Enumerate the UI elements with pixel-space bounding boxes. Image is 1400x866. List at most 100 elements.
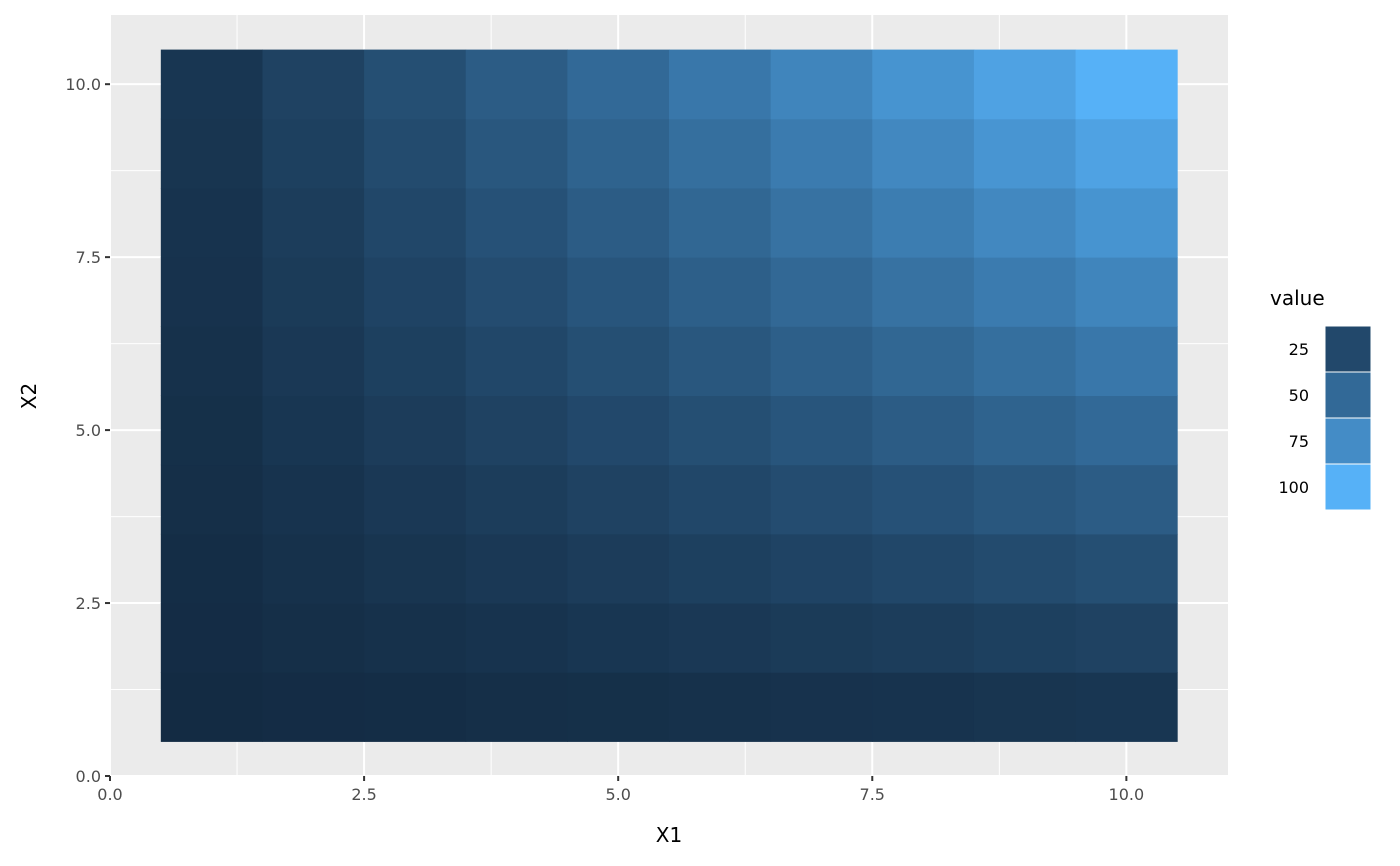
heatmap-tile <box>160 187 263 258</box>
heatmap-tile <box>160 464 263 535</box>
heatmap-tile <box>364 395 467 466</box>
heatmap-tile <box>364 603 467 673</box>
heatmap-tile <box>567 118 670 189</box>
heatmap-tile <box>669 533 772 604</box>
heatmap-tile <box>465 118 568 189</box>
legend-key <box>1324 463 1372 511</box>
heatmap-tile <box>364 533 467 604</box>
heatmap-tile <box>973 672 1077 742</box>
heatmap-tile <box>770 464 873 535</box>
heatmap-tile <box>567 187 670 258</box>
heatmap-tile <box>973 464 1077 535</box>
legend: value 25 50 75 100 <box>1270 286 1372 511</box>
heatmap-tile <box>262 395 365 466</box>
y-tick-label: 7.5 <box>76 248 101 267</box>
heatmap-tile <box>770 603 873 673</box>
legend-label: 100 <box>1278 478 1309 497</box>
x-axis-title: X1 <box>656 823 682 847</box>
heatmap-tile <box>262 326 365 396</box>
x-tick-label: 5.0 <box>605 785 630 804</box>
heatmap-tile <box>1075 395 1178 466</box>
heatmap-tile <box>770 395 873 466</box>
heatmap-tile <box>872 118 975 189</box>
heatmap-tile <box>567 533 670 604</box>
heatmap-tile <box>465 464 568 535</box>
heatmap-tile <box>1075 533 1178 604</box>
heatmap-tile <box>465 49 568 120</box>
heatmap-tile <box>872 603 975 673</box>
legend-key <box>1324 417 1372 465</box>
heatmap-tile <box>465 533 568 604</box>
heatmap-tile <box>1075 118 1178 189</box>
heatmap-tile <box>1075 464 1178 535</box>
heatmap-tile <box>669 49 772 120</box>
legend-key <box>1324 325 1372 373</box>
heatmap-tile <box>872 672 975 742</box>
y-tick-label: 10.0 <box>65 75 101 94</box>
x-tick-label: 10.0 <box>1109 785 1145 804</box>
heatmap-tile <box>872 49 975 120</box>
y-tick-label: 0.0 <box>76 767 101 786</box>
heatmap-tile <box>770 118 873 189</box>
heatmap-tile <box>567 672 670 742</box>
heatmap-tile <box>669 257 772 327</box>
legend-key <box>1324 371 1372 419</box>
heatmap-tile <box>669 187 772 258</box>
tiles <box>160 49 1178 742</box>
heatmap-tile <box>669 118 772 189</box>
heatmap-tile <box>973 395 1077 466</box>
heatmap-tile <box>973 118 1077 189</box>
heatmap-tile <box>1075 672 1178 742</box>
heatmap-tile <box>160 395 263 466</box>
heatmap-tile <box>465 672 568 742</box>
heatmap-tile <box>973 533 1077 604</box>
heatmap-tile <box>872 187 975 258</box>
legend-label: 75 <box>1289 432 1309 451</box>
heatmap-tile <box>1075 49 1178 120</box>
heatmap-tile <box>567 603 670 673</box>
x-tick-label: 0.0 <box>97 785 122 804</box>
heatmap-tile <box>1075 326 1178 396</box>
legend-label: 25 <box>1289 340 1309 359</box>
heatmap-tile <box>262 672 365 742</box>
heatmap-tile <box>770 49 873 120</box>
x-tick-label: 2.5 <box>351 785 376 804</box>
heatmap-tile <box>364 326 467 396</box>
heatmap-tile <box>1075 257 1178 327</box>
heatmap-tile <box>160 533 263 604</box>
heatmap-tile <box>1075 187 1178 258</box>
heatmap-tile <box>262 187 365 258</box>
heatmap-tile <box>669 672 772 742</box>
heatmap-tile <box>872 257 975 327</box>
heatmap-tile <box>872 533 975 604</box>
heatmap-tile <box>262 118 365 189</box>
heatmap-tile <box>465 187 568 258</box>
heatmap-tile <box>262 49 365 120</box>
y-tick-label: 5.0 <box>76 421 101 440</box>
heatmap-tile <box>669 464 772 535</box>
y-tick-label: 2.5 <box>76 594 101 613</box>
heatmap-tile <box>160 603 263 673</box>
heatmap-tile <box>262 533 365 604</box>
heatmap-tile <box>973 603 1077 673</box>
heatmap-tile <box>160 672 263 742</box>
heatmap-tile <box>160 257 263 327</box>
heatmap-tile <box>160 49 263 120</box>
heatmap-tile <box>770 326 873 396</box>
heatmap-tile <box>770 533 873 604</box>
heatmap-tile <box>973 49 1077 120</box>
heatmap-tile <box>364 464 467 535</box>
heatmap-tile <box>465 603 568 673</box>
heatmap-tile <box>364 672 467 742</box>
heatmap-tile <box>160 326 263 396</box>
heatmap-tile <box>567 326 670 396</box>
heatmap-tile <box>973 326 1077 396</box>
heatmap-tile <box>770 257 873 327</box>
heatmap-tile <box>669 395 772 466</box>
legend-title: value <box>1270 286 1325 310</box>
axes: 0.0 2.5 5.0 7.5 10.0 0.0 2.5 5.0 7.5 10.0 <box>65 75 1144 804</box>
heatmap-tile <box>465 326 568 396</box>
heatmap-tile <box>364 49 467 120</box>
heatmap-tile <box>160 118 263 189</box>
